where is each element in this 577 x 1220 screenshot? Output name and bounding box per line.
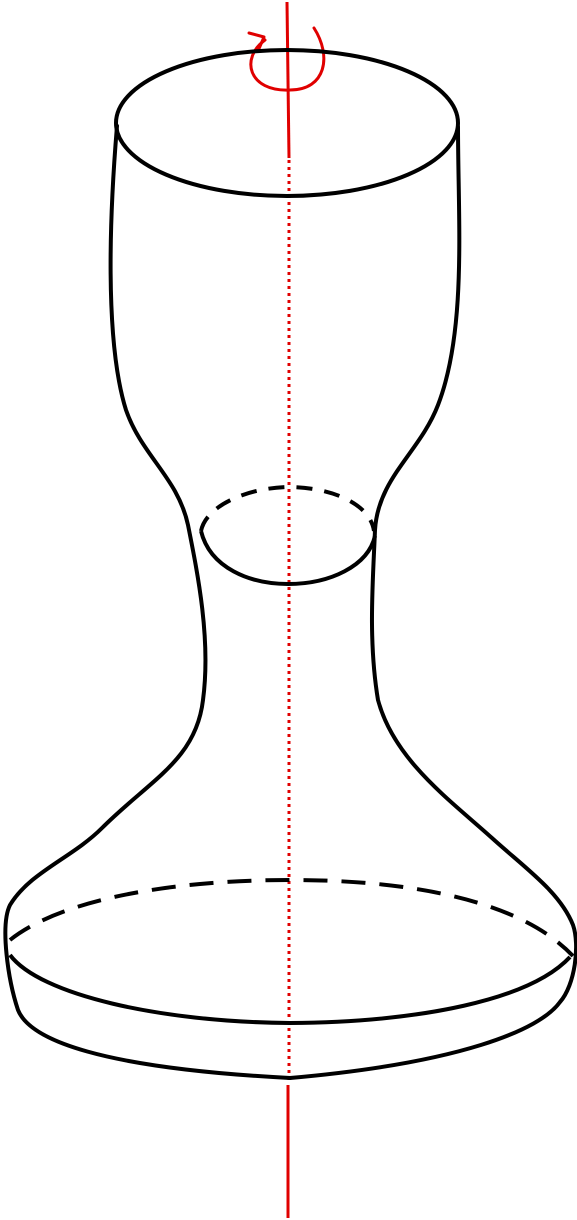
base-equator-front-solid bbox=[8, 953, 572, 1026]
rotation-arrow-arc bbox=[249, 26, 326, 92]
base-equator-back-dashed bbox=[8, 877, 575, 958]
axis-top-solid bbox=[285, 1, 291, 159]
neck-waist-front-solid bbox=[199, 530, 377, 587]
right-silhouette bbox=[288, 125, 577, 1080]
left-silhouette bbox=[3, 124, 292, 1080]
top-rim-ellipse bbox=[114, 48, 460, 198]
rotation-arrow-head-icon bbox=[247, 31, 266, 53]
neck-waist-back-dashed bbox=[199, 484, 376, 532]
